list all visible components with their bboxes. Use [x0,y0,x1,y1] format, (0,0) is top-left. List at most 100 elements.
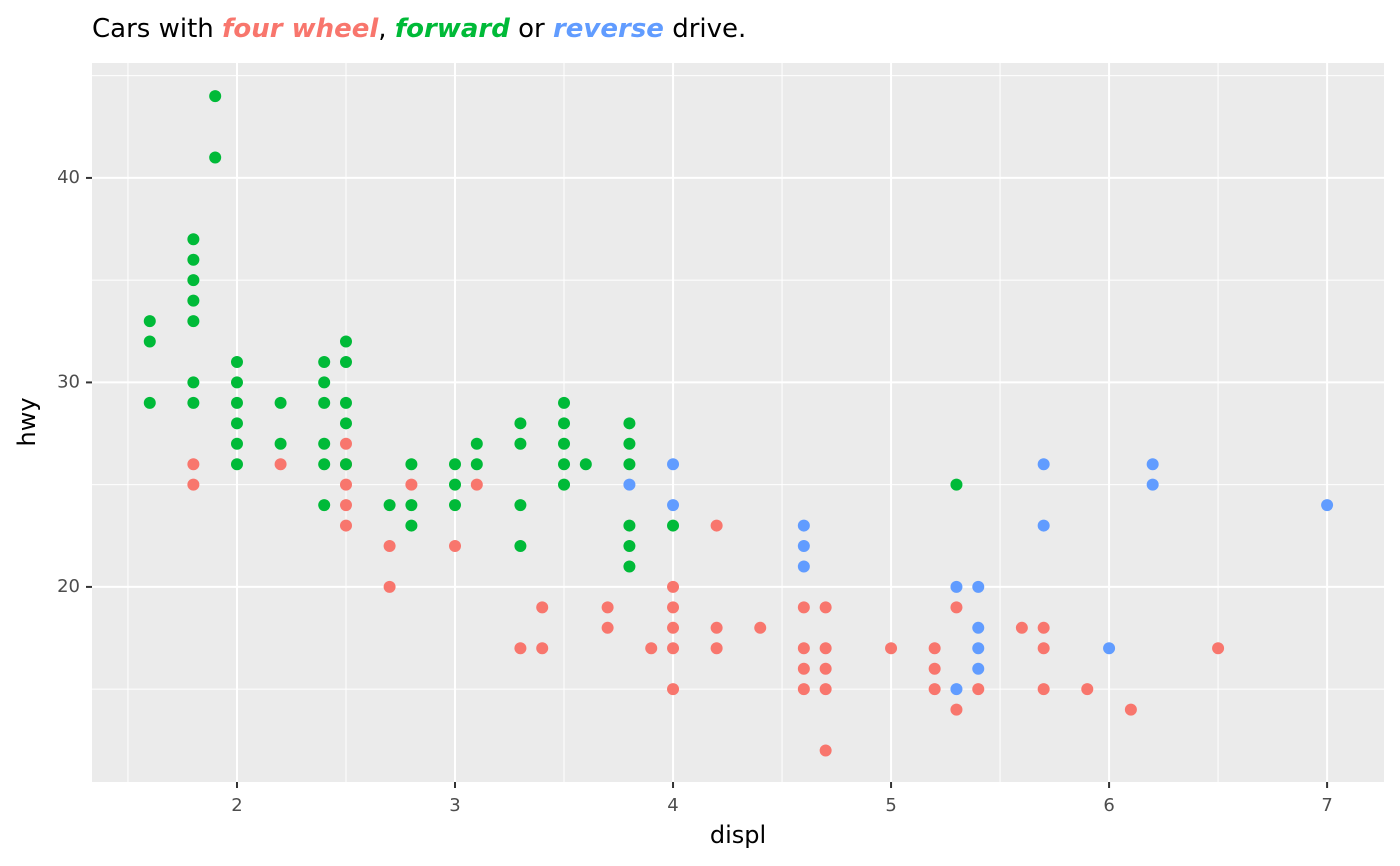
point [274,396,287,409]
point [667,683,680,696]
point [754,621,767,634]
point [318,355,331,368]
point [667,621,680,634]
point [339,478,352,491]
point [514,437,527,450]
point [383,580,396,593]
point [1037,683,1050,696]
point [1146,478,1159,491]
point [339,437,352,450]
point [187,478,200,491]
x-tick-label: 3 [449,795,460,816]
point [383,499,396,512]
x-tick-label: 4 [667,795,678,816]
point [1146,458,1159,471]
point [143,396,156,409]
point [972,642,985,655]
point [667,601,680,614]
point [318,437,331,450]
point [230,396,243,409]
point [230,417,243,430]
point [339,499,352,512]
point [667,519,680,532]
point [623,519,636,532]
point [667,580,680,593]
x-tick-label: 2 [231,795,242,816]
point [187,458,200,471]
title-series-name: reverse [552,14,664,44]
point [797,662,810,675]
title-text: , [378,14,395,44]
point [928,683,941,696]
point [449,458,462,471]
point [645,642,658,655]
point [405,499,418,512]
point [1212,642,1225,655]
point [667,458,680,471]
point [230,437,243,450]
point [230,376,243,389]
point [230,355,243,368]
title-text: or [509,14,553,44]
x-axis-title: displ [710,821,766,849]
point [1103,642,1116,655]
point [885,642,898,655]
title-text: Cars with [92,14,223,44]
title-text: drive. [663,14,747,44]
point [143,315,156,328]
point [797,519,810,532]
point [536,642,549,655]
point [339,519,352,532]
point [143,335,156,348]
point [797,601,810,614]
point [667,642,680,655]
point [1037,458,1050,471]
point [950,683,963,696]
point [449,540,462,553]
point [470,437,483,450]
point [536,601,549,614]
point [558,458,571,471]
x-tick-label: 6 [1103,795,1114,816]
point [797,642,810,655]
point [1015,621,1028,634]
point [797,560,810,573]
point [405,458,418,471]
point [187,253,200,266]
point [1321,499,1334,512]
point [274,437,287,450]
point [623,560,636,573]
x-tick-label: 5 [885,795,896,816]
point [187,376,200,389]
point [950,601,963,614]
point [972,662,985,675]
point [819,642,832,655]
point [667,499,680,512]
point [383,540,396,553]
point [318,458,331,471]
title-series-name: forward [394,14,510,44]
point [187,315,200,328]
point [339,417,352,430]
point [318,376,331,389]
point [623,458,636,471]
x-tick-label: 7 [1321,795,1332,816]
point [710,642,723,655]
point [819,662,832,675]
point [623,540,636,553]
point [558,437,571,450]
point [470,478,483,491]
point [514,417,527,430]
point [819,601,832,614]
point [318,499,331,512]
y-axis-title: hwy [13,397,41,446]
point [972,621,985,634]
point [601,621,614,634]
y-tick-label: 40 [57,167,80,188]
point [579,458,592,471]
point [209,90,222,103]
point [1037,621,1050,634]
y-tick-label: 30 [57,371,80,392]
